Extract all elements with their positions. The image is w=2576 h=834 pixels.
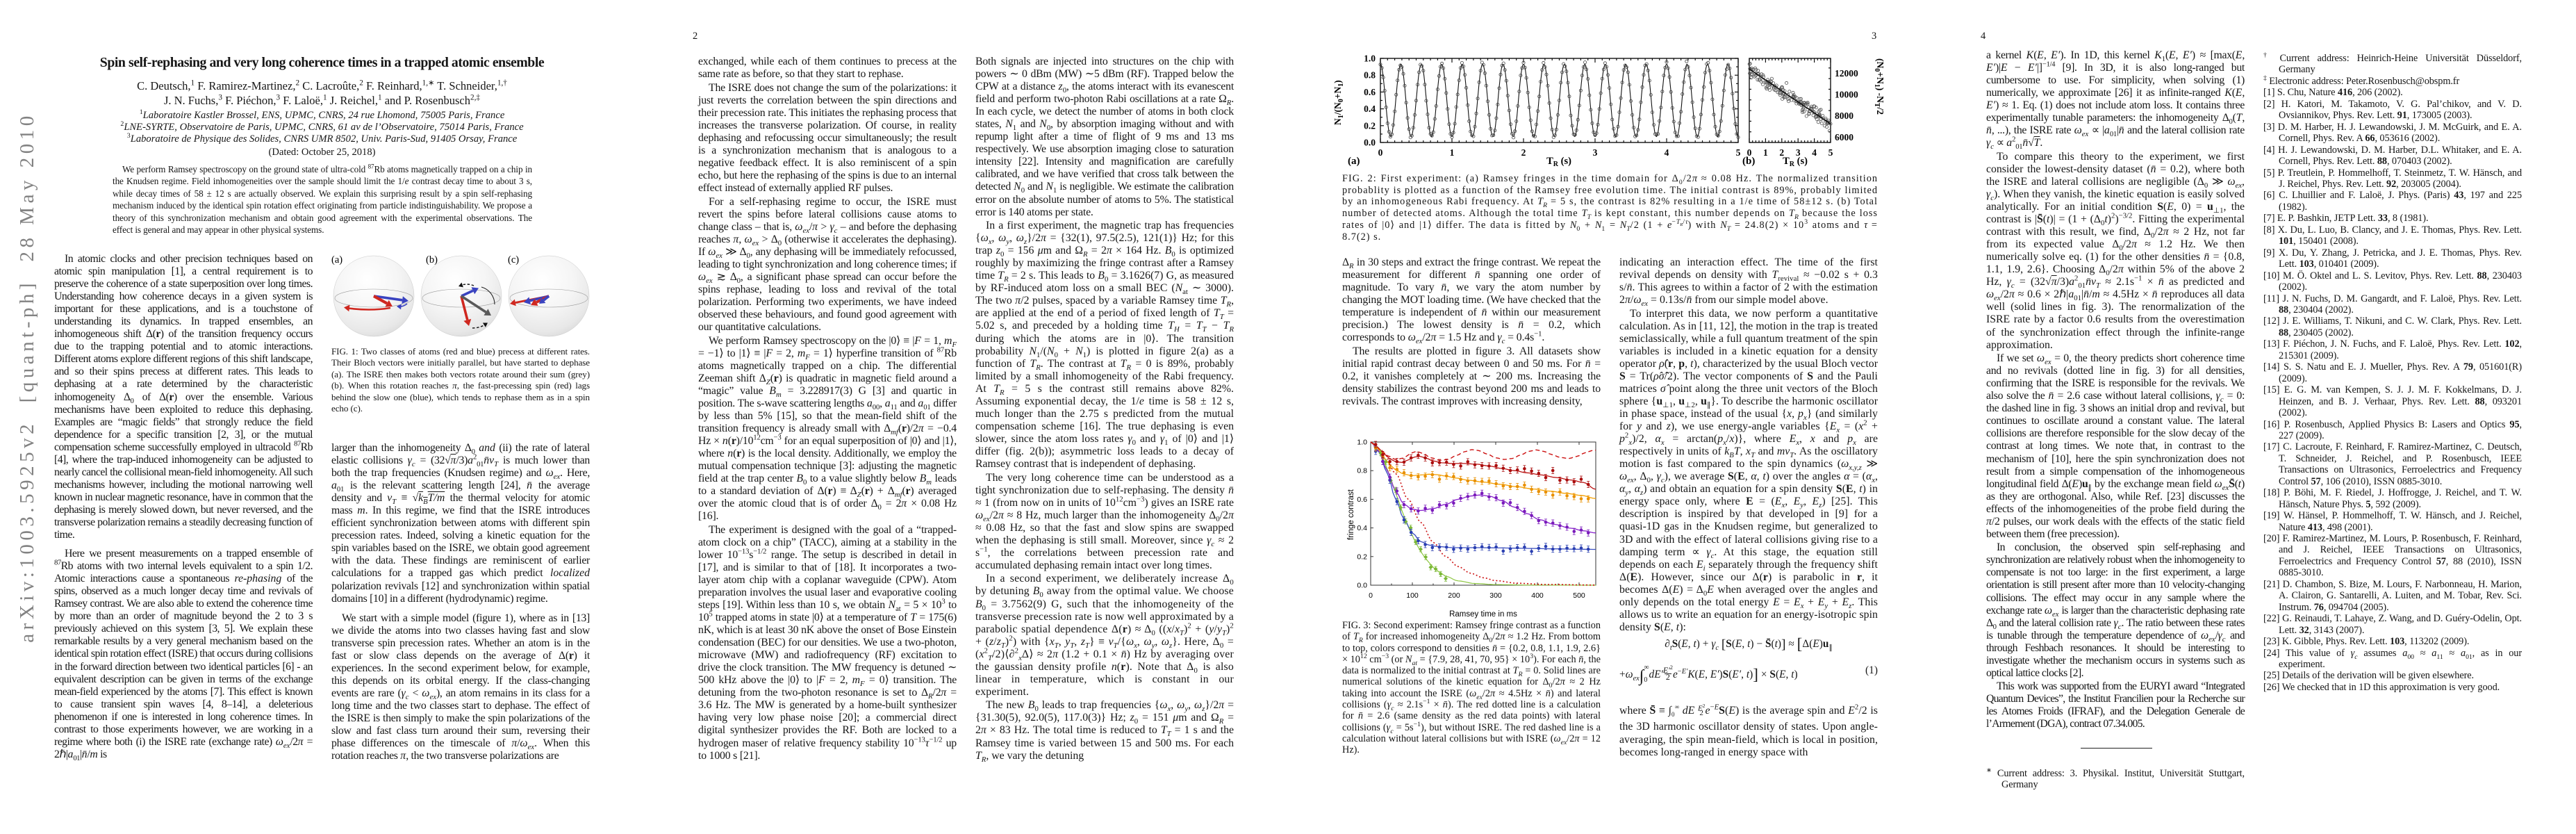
svg-text:400: 400 — [1531, 591, 1544, 600]
svg-text:(N0+N1) -NT/2: (N0+N1) -NT/2 — [1873, 58, 1885, 115]
svg-text:8000: 8000 — [1835, 111, 1853, 121]
svg-text:0: 0 — [1369, 591, 1373, 600]
svg-text:0: 0 — [1378, 147, 1383, 158]
svg-text:0.0: 0.0 — [1364, 138, 1376, 148]
svg-text:300: 300 — [1489, 591, 1502, 600]
svg-text:10000: 10000 — [1835, 90, 1858, 100]
svg-text:3: 3 — [1796, 147, 1801, 158]
svg-text:(b): (b) — [426, 254, 438, 265]
svg-text:500: 500 — [1573, 591, 1585, 600]
svg-text:(b): (b) — [1742, 156, 1755, 167]
svg-text:100: 100 — [1406, 591, 1419, 600]
svg-text:0.2: 0.2 — [1364, 120, 1376, 131]
svg-text:N1/(N0+N1): N1/(N0+N1) — [1332, 80, 1345, 125]
svg-text:200: 200 — [1448, 591, 1460, 600]
svg-text:6000: 6000 — [1835, 132, 1853, 142]
svg-text:0.0: 0.0 — [1357, 582, 1367, 590]
svg-text:0.4: 0.4 — [1364, 104, 1376, 114]
svg-text:2: 2 — [1779, 147, 1784, 158]
svg-text:5: 5 — [1736, 147, 1741, 158]
svg-text:1: 1 — [1450, 147, 1455, 158]
svg-text:12000: 12000 — [1835, 68, 1858, 79]
svg-text:TR (s): TR (s) — [1546, 156, 1571, 168]
svg-text:(a): (a) — [1348, 156, 1360, 167]
svg-text:3: 3 — [1593, 147, 1598, 158]
svg-text:0.8: 0.8 — [1364, 70, 1376, 81]
svg-text:0.8: 0.8 — [1357, 467, 1367, 475]
svg-text:0.4: 0.4 — [1357, 524, 1367, 532]
svg-text:TR (s): TR (s) — [1783, 156, 1808, 168]
svg-text:(a): (a) — [331, 254, 342, 265]
svg-text:0.6: 0.6 — [1357, 496, 1367, 504]
svg-text:0.2: 0.2 — [1357, 553, 1367, 561]
svg-text:0.6: 0.6 — [1364, 87, 1376, 97]
svg-text:0: 0 — [1747, 147, 1752, 158]
svg-text:2: 2 — [1521, 147, 1526, 158]
svg-text:1: 1 — [1763, 147, 1768, 158]
svg-text:1.0: 1.0 — [1364, 54, 1376, 64]
svg-text:4: 4 — [1812, 147, 1817, 158]
svg-text:(c): (c) — [508, 254, 519, 265]
svg-text:Ramsey time in ms: Ramsey time in ms — [1449, 610, 1517, 619]
svg-text:4: 4 — [1665, 147, 1669, 158]
svg-text:1.0: 1.0 — [1357, 439, 1367, 447]
svg-text:5: 5 — [1828, 147, 1833, 158]
svg-text:fringe contrast: fringe contrast — [1347, 489, 1355, 540]
